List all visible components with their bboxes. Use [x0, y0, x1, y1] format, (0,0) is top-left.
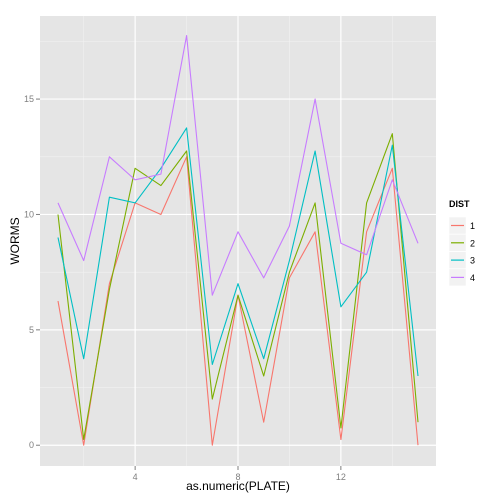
legend-label-2: 2: [470, 238, 475, 248]
x-axis: 4 8 12: [133, 466, 346, 482]
series-line-4: [57, 35, 419, 296]
legend-title: DIST: [449, 199, 470, 209]
series-lines: [57, 35, 419, 446]
x-tick-label: 4: [133, 472, 138, 482]
y-axis: 0 5 10 15: [24, 94, 40, 450]
y-tick-label: 5: [29, 325, 34, 335]
x-tick-label: 8: [235, 472, 240, 482]
legend-label-4: 4: [470, 273, 475, 283]
series-line-2: [57, 133, 419, 441]
legend-label-3: 3: [470, 256, 475, 266]
legend-label-1: 1: [470, 221, 475, 231]
y-tick-label: 0: [29, 440, 34, 450]
y-tick-label: 10: [24, 209, 34, 219]
x-axis-title: as.numeric(PLATE): [186, 479, 290, 493]
series-line-3: [57, 127, 419, 377]
y-axis-title: WORMS: [8, 217, 22, 264]
y-tick-label: 15: [24, 94, 34, 104]
legend: DIST 1 2 3 4: [448, 199, 475, 287]
x-tick-label: 12: [336, 472, 346, 482]
